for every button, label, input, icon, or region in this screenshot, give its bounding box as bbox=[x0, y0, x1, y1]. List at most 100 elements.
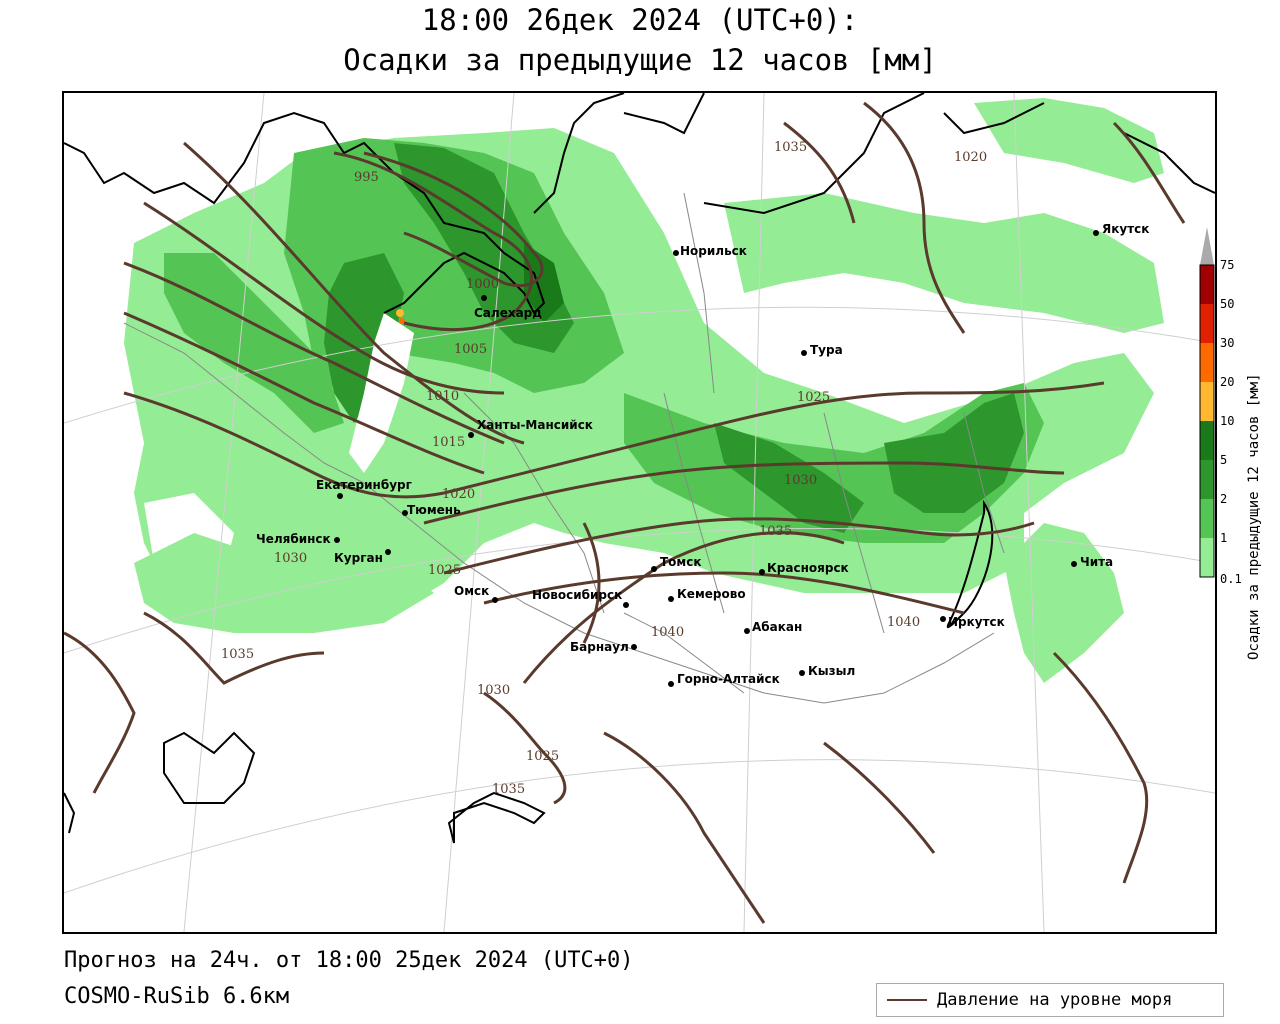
city-label-irkutsk: Иркутск bbox=[948, 615, 1005, 629]
colorbar-frame bbox=[1199, 264, 1215, 578]
city-label-yakutsk: Якутск bbox=[1102, 222, 1149, 236]
colorbar-segment bbox=[1200, 538, 1214, 577]
isobar-label: 1025 bbox=[526, 749, 559, 764]
colorbar-segment bbox=[1200, 304, 1214, 343]
colorbar-segment bbox=[1200, 499, 1214, 538]
city-label-novosibirsk: Новосибирск bbox=[532, 588, 622, 602]
cities: Норильск Якутск Салехард Тура Ханты-Манс… bbox=[256, 222, 1149, 687]
colorbar-tick: 5 bbox=[1220, 453, 1227, 467]
city-dot-barnaul bbox=[631, 644, 637, 650]
coastlines bbox=[64, 93, 1215, 844]
isobar-label: 1040 bbox=[651, 625, 684, 640]
city-dot-kyzyl bbox=[799, 670, 805, 676]
city-dot-kemerovo bbox=[668, 596, 674, 602]
colorbar-tick: 30 bbox=[1220, 336, 1234, 350]
city-dot-gorno bbox=[668, 681, 674, 687]
city-label-tura: Тура bbox=[810, 343, 843, 357]
city-dot-tura bbox=[801, 350, 807, 356]
city-dot-novosibirsk bbox=[623, 602, 629, 608]
city-label-gorno: Горно-Алтайск bbox=[677, 672, 780, 686]
colorbar-segment bbox=[1200, 460, 1214, 499]
precip-core-urals bbox=[324, 253, 404, 423]
precip-area-arctic bbox=[974, 98, 1164, 183]
isobar-legend: Давление на уровне моря bbox=[876, 983, 1224, 1017]
colorbar-tick: 20 bbox=[1220, 375, 1234, 389]
city-dot-salekhard bbox=[481, 295, 487, 301]
isobar-legend-line bbox=[887, 999, 927, 1001]
isobar-label: 1010 bbox=[426, 389, 459, 404]
city-dot-kurgan bbox=[385, 549, 391, 555]
isobar-label: 1035 bbox=[492, 782, 525, 797]
city-label-kyzyl: Кызыл bbox=[808, 664, 855, 678]
isobar-label: 1015 bbox=[432, 435, 465, 450]
map-canvas: 995 1000 1005 1010 1015 1020 1025 1030 1… bbox=[64, 93, 1215, 932]
isobar-label: 1030 bbox=[477, 683, 510, 698]
precip-core-baikal bbox=[884, 393, 1024, 513]
precipitation-map: 995 1000 1005 1010 1015 1020 1025 1030 1… bbox=[62, 91, 1217, 934]
isobar-label: 1040 bbox=[887, 615, 920, 630]
city-dot-norilsk bbox=[673, 250, 679, 256]
colorbar-tick: 75 bbox=[1220, 258, 1234, 272]
city-label-omsk: Омск bbox=[454, 584, 489, 598]
isobar-label: 1035 bbox=[759, 524, 792, 539]
isobar-label: 1035 bbox=[221, 647, 254, 662]
colorbar-segment bbox=[1200, 421, 1214, 460]
isobar-labels: 995 1000 1005 1010 1015 1020 1025 1030 1… bbox=[221, 140, 987, 797]
city-dot-krasnoyarsk bbox=[759, 569, 765, 575]
colorbar-segment bbox=[1200, 382, 1214, 421]
forecast-info: Прогноз на 24ч. от 18:00 25дек 2024 (UTC… bbox=[64, 948, 634, 973]
isobar-label: 995 bbox=[354, 170, 379, 185]
isobar-label: 1000 bbox=[466, 277, 499, 292]
city-label-salekhard: Салехард bbox=[474, 306, 542, 320]
city-label-ekb: Екатеринбург bbox=[316, 478, 412, 492]
city-label-chita: Чита bbox=[1080, 555, 1113, 569]
colorbar-tick: 1 bbox=[1220, 531, 1227, 545]
colorbar-title: Осадки за предыдущие 12 часов [мм] bbox=[1246, 373, 1262, 660]
colorbar-overflow-triangle bbox=[1200, 227, 1214, 265]
precip-band-urals bbox=[164, 253, 344, 433]
precip-spot-yellow bbox=[396, 309, 404, 317]
city-label-kurgan: Курган bbox=[334, 551, 383, 565]
city-dot-abakan bbox=[744, 628, 750, 634]
precip-core-krasnoyarsk bbox=[714, 423, 864, 533]
city-dot-tomsk bbox=[651, 566, 657, 572]
colorbar-tick: 10 bbox=[1220, 414, 1234, 428]
graticule bbox=[64, 93, 1215, 932]
isobar-label: 1030 bbox=[784, 473, 817, 488]
dry-gap-tura bbox=[734, 293, 924, 393]
city-label-barnaul: Барнаул bbox=[570, 640, 629, 654]
city-dot-chita bbox=[1071, 561, 1077, 567]
city-dot-irkutsk bbox=[940, 616, 946, 622]
model-name: COSMO-RuSib 6.6км bbox=[64, 984, 290, 1009]
isobar-label: 1005 bbox=[454, 342, 487, 357]
isobar-label: 1030 bbox=[274, 551, 307, 566]
isobar-label: 1020 bbox=[954, 150, 987, 165]
city-dot-chelyabinsk bbox=[334, 537, 340, 543]
city-dot-omsk bbox=[492, 597, 498, 603]
isobar-legend-label: Давление на уровне моря bbox=[937, 990, 1173, 1010]
isobars bbox=[64, 101, 1186, 924]
map-title-line2: Осадки за предыдущие 12 часов [мм] bbox=[343, 43, 937, 77]
city-label-chelyabinsk: Челябинск bbox=[256, 532, 331, 546]
city-label-krasnoyarsk: Красноярск bbox=[767, 561, 849, 575]
city-label-khanty: Ханты-Мансийск bbox=[477, 418, 593, 432]
isobar-label: 1025 bbox=[428, 563, 461, 578]
precip-area-northeast bbox=[724, 193, 1164, 333]
isobar-label: 1025 bbox=[797, 390, 830, 405]
precipitation-fields bbox=[124, 98, 1164, 683]
precipitation-colorbar: 75 50 30 20 10 5 2 1 0.1 bbox=[1199, 227, 1242, 586]
city-label-kemerovo: Кемерово bbox=[677, 587, 746, 601]
city-label-tomsk: Томск bbox=[660, 555, 702, 569]
city-label-norilsk: Норильск bbox=[680, 244, 747, 258]
precip-spot-orange bbox=[399, 318, 405, 324]
city-dot-tyumen bbox=[402, 510, 408, 516]
city-dot-ekb bbox=[337, 493, 343, 499]
isobar-label: 1020 bbox=[442, 487, 475, 502]
city-dot-khanty bbox=[468, 432, 474, 438]
colorbar-tick: 0.1 bbox=[1220, 572, 1242, 586]
city-label-tyumen: Тюмень bbox=[407, 503, 461, 517]
city-label-abakan: Абакан bbox=[752, 620, 802, 634]
dry-gap-ob bbox=[349, 313, 414, 473]
isobar-label: 1035 bbox=[774, 140, 807, 155]
